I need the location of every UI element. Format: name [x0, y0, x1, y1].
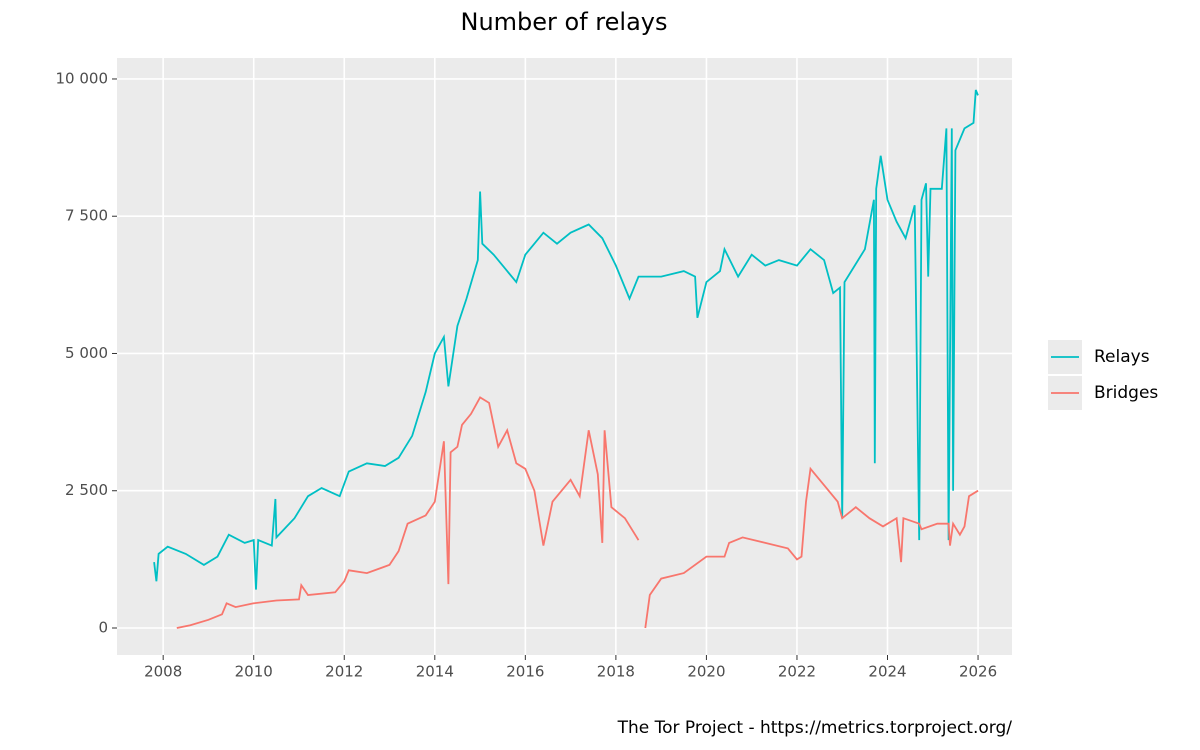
y-tick-label: 5 000 [65, 344, 108, 362]
y-tick-label: 10 000 [56, 69, 109, 87]
x-tick-label: 2014 [416, 663, 454, 681]
x-tick-label: 2020 [687, 663, 725, 681]
panel [117, 58, 1012, 655]
series-line [153, 89, 979, 590]
legend-label: Relays [1094, 347, 1150, 367]
x-tick-label: 2012 [325, 663, 363, 681]
x-tick-label: 2024 [868, 663, 906, 681]
x-tick-label: 2008 [144, 663, 182, 681]
legend-label: Bridges [1094, 383, 1158, 403]
x-tick-label: 2010 [235, 663, 273, 681]
y-tick-label: 0 [98, 618, 108, 636]
series-line [176, 396, 979, 629]
x-tick-label: 2026 [959, 663, 997, 681]
caption: The Tor Project - https://metrics.torpro… [617, 718, 1013, 738]
chart-title: Number of relays [461, 8, 668, 36]
x-tick-label: 2016 [506, 663, 544, 681]
y-tick-label: 7 500 [65, 207, 108, 225]
x-tick-label: 2018 [597, 663, 635, 681]
x-tick-label: 2022 [778, 663, 816, 681]
y-tick-label: 2 500 [65, 481, 108, 499]
